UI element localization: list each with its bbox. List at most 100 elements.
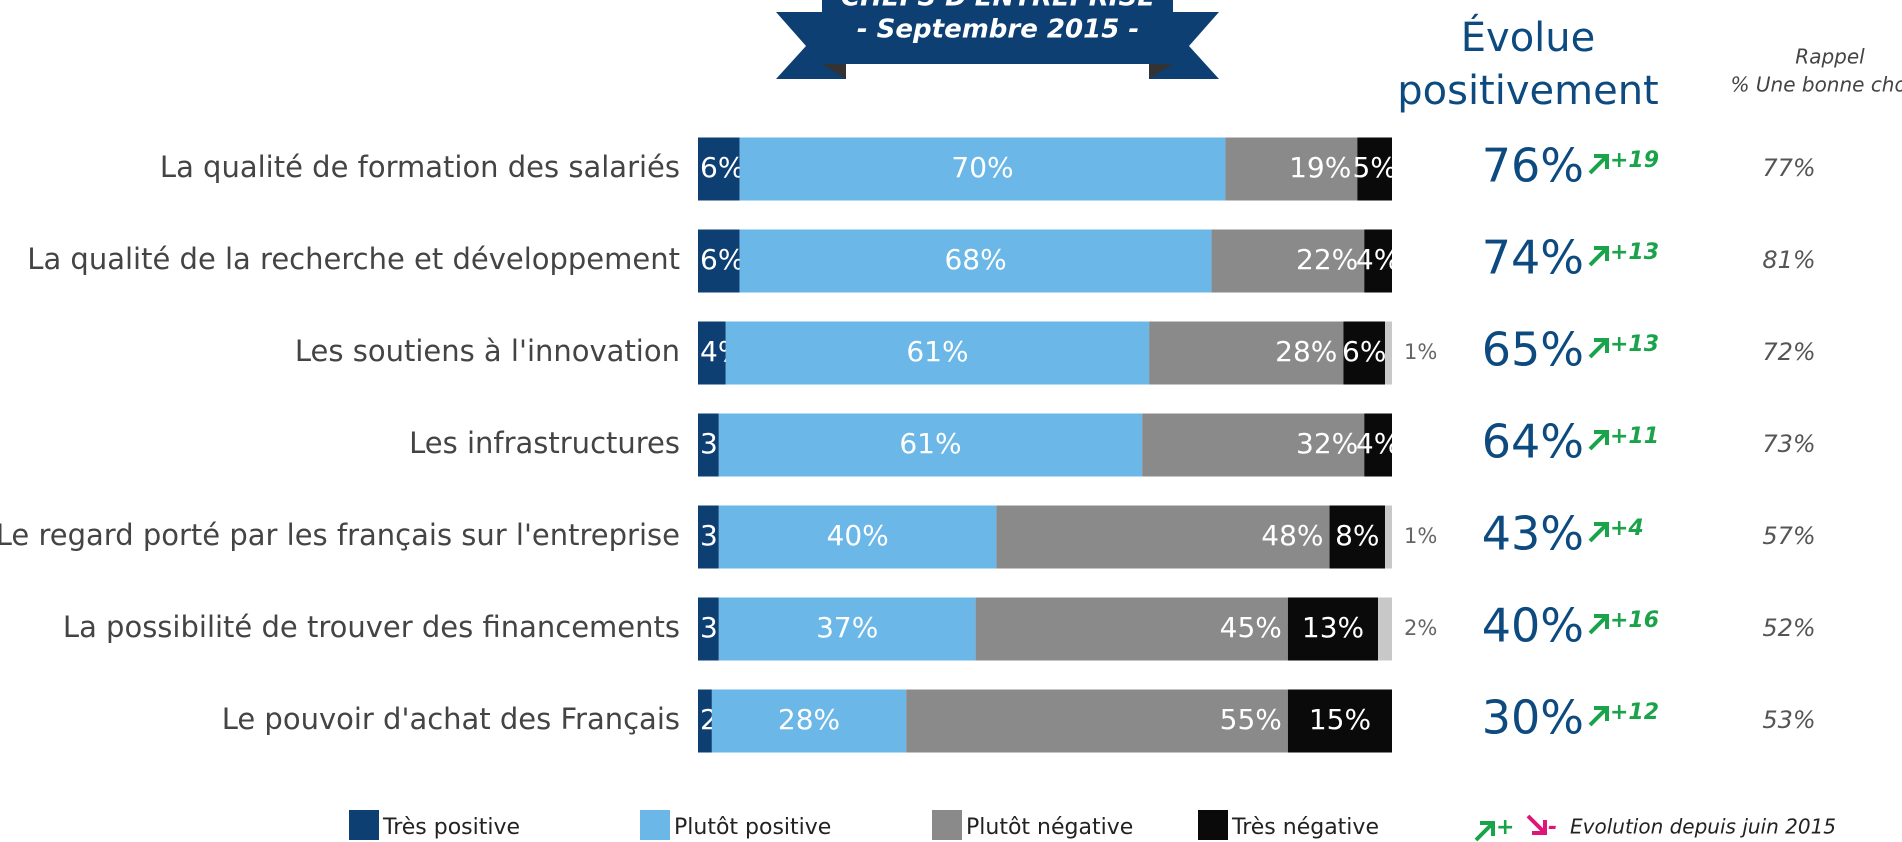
value-label: 32%	[1296, 427, 1358, 460]
legend-label: Plutôt positive	[674, 815, 831, 840]
positive-total: 43%	[1482, 507, 1584, 561]
change-label: +12	[1610, 700, 1659, 725]
bar-segment	[698, 689, 712, 753]
category-label: La possibilité de trouver des financemen…	[63, 610, 680, 644]
value-label: 15%	[1309, 703, 1371, 736]
reminder-value: 72%	[1762, 338, 1815, 366]
column-header: Évolue	[1461, 13, 1596, 61]
arrow-up	[1588, 246, 1609, 267]
value-label: 8%	[1335, 519, 1379, 552]
arrow-up	[1588, 154, 1609, 175]
bar-segment	[1225, 137, 1358, 201]
bar-segment	[698, 597, 719, 661]
bar-segment	[718, 413, 1143, 477]
positive-total: 30%	[1482, 691, 1584, 745]
positive-total: 40%	[1482, 599, 1584, 653]
column-header: Rappel	[1795, 45, 1865, 69]
bar-segment	[698, 137, 740, 201]
bar-segment	[1149, 321, 1344, 385]
value-label: 13%	[1302, 611, 1364, 644]
value-label: 28%	[778, 703, 840, 736]
arrow-up	[1588, 338, 1609, 359]
reminder-value: 73%	[1762, 430, 1815, 458]
change-label: +16	[1610, 608, 1659, 633]
banner-body	[822, 0, 1173, 64]
chart-title: CHEFS D'ENTREPRISE	[841, 0, 1155, 13]
reminder-value: 53%	[1762, 706, 1815, 734]
value-label: 22%	[1296, 243, 1358, 276]
change-label: +13	[1610, 240, 1659, 265]
positive-total: 65%	[1482, 323, 1584, 377]
legend-label: Plutôt négative	[966, 815, 1133, 840]
arrow-up	[1588, 614, 1609, 635]
reminder-value: 57%	[1762, 522, 1815, 550]
value-label: 68%	[944, 243, 1006, 276]
bar-segment	[1287, 689, 1392, 753]
bar-segment	[698, 413, 719, 477]
value-label: 45%	[1220, 611, 1282, 644]
category-label: La qualité de la recherche et développem…	[27, 242, 680, 276]
arrow-up	[1588, 706, 1609, 727]
value-label: 4%	[1356, 427, 1400, 460]
bar-segment	[1142, 413, 1365, 477]
bar-segment	[698, 321, 726, 385]
bar-segment	[1287, 597, 1379, 661]
bar-segment	[739, 137, 1226, 201]
banner-fold	[822, 64, 846, 79]
bar-segment	[1211, 229, 1365, 293]
reminder-value: 81%	[1762, 246, 1815, 274]
bar-segment	[1378, 597, 1392, 661]
chart-subtitle: - Septembre 2015 -	[857, 15, 1139, 45]
bar-segment	[1364, 413, 1392, 477]
reminder-value: 77%	[1762, 154, 1815, 182]
value-label: 28%	[1275, 335, 1337, 368]
bar-segment	[1357, 137, 1392, 201]
value-label: 6%	[1342, 335, 1386, 368]
bar-segment	[1385, 321, 1392, 385]
bar-segment	[739, 229, 1212, 293]
value-label: 61%	[899, 427, 961, 460]
bar-segment	[1343, 321, 1386, 385]
reminder-value: 52%	[1762, 614, 1815, 642]
category-label: La qualité de formation des salariés	[160, 150, 680, 184]
value-label: 1%	[1404, 340, 1437, 364]
bar-segment	[975, 597, 1288, 661]
bar-segment	[698, 229, 740, 293]
bar-segment	[996, 505, 1330, 569]
value-label: 2%	[1404, 616, 1437, 640]
positive-total: 76%	[1482, 139, 1584, 193]
category-label: Les soutiens à l'innovation	[295, 334, 680, 368]
legend-label: Très positive	[382, 815, 520, 840]
bar-segment	[1329, 505, 1386, 569]
column-header: positivement	[1397, 68, 1659, 114]
arrow-up	[1588, 522, 1609, 543]
value-label: 37%	[816, 611, 878, 644]
value-label: 1%	[1404, 524, 1437, 548]
value-label: 4%	[1356, 243, 1400, 276]
value-label: 61%	[906, 335, 968, 368]
category-label: Le pouvoir d'achat des Français	[222, 702, 680, 736]
value-label: 48%	[1261, 519, 1323, 552]
legend-note: Evolution depuis juin 2015	[1570, 815, 1836, 839]
bar-segment	[718, 597, 976, 661]
category-label: Les infrastructures	[409, 426, 680, 460]
legend-swatch	[932, 810, 962, 840]
bar-segment	[718, 505, 997, 569]
banner-fold	[1149, 64, 1173, 79]
value-label: 55%	[1220, 703, 1282, 736]
arrow-up	[1474, 821, 1495, 842]
legend-swatch	[349, 810, 379, 840]
bar-segment	[711, 689, 907, 753]
category-label: Le regard porté par les français sur l'e…	[0, 518, 680, 552]
value-label: 5%	[1352, 151, 1396, 184]
change-label: +19	[1610, 148, 1659, 173]
legend-swatch	[640, 810, 670, 840]
legend-up: +	[1496, 815, 1514, 840]
change-label: +11	[1610, 424, 1659, 449]
column-header: % Une bonne chose	[1731, 73, 1902, 97]
bar-segment	[1385, 505, 1392, 569]
bar-segment	[725, 321, 1150, 385]
banner: CHEFS D'ENTREPRISE - Septembre 2015 -	[776, 0, 1219, 79]
positive-total: 64%	[1482, 415, 1584, 469]
